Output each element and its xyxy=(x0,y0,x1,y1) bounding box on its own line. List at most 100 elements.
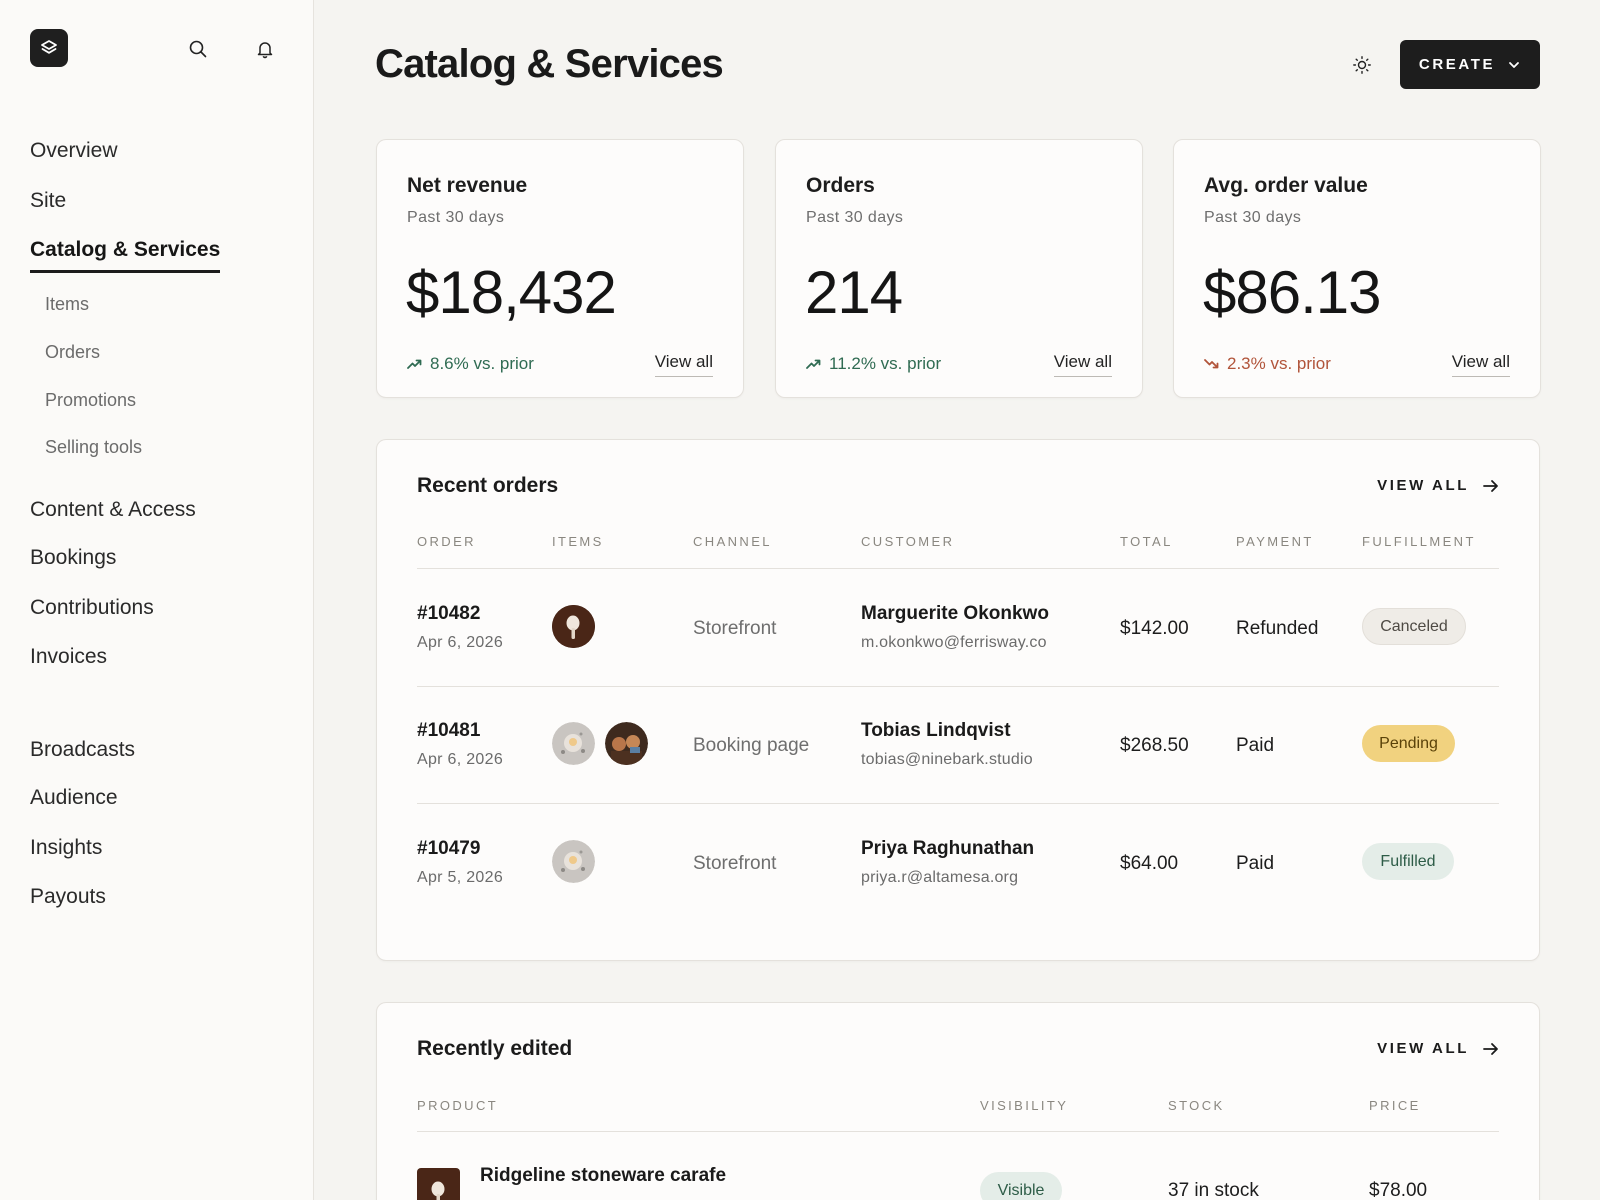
payment-status: Paid xyxy=(1236,735,1275,756)
bell-icon[interactable] xyxy=(254,38,276,60)
create-button[interactable]: CREATE xyxy=(1400,40,1540,89)
customer-name: Tobias Lindqvist xyxy=(861,720,1011,741)
sidebar-item-content-access[interactable]: Content & Access xyxy=(30,498,196,521)
stat-period: Past 30 days xyxy=(407,209,505,226)
arrow-right-icon xyxy=(1483,479,1498,492)
stat-title: Orders xyxy=(806,174,875,197)
view-all-link[interactable]: View all xyxy=(1053,352,1112,377)
column-header-items: ITEMS xyxy=(552,534,604,549)
customer-name: Marguerite Okonkwo xyxy=(861,603,1049,624)
view-all-label: VIEW ALL xyxy=(1377,1040,1469,1057)
column-header-product: PRODUCT xyxy=(417,1098,499,1113)
view-all-link[interactable]: View all xyxy=(654,352,713,377)
search-icon[interactable] xyxy=(187,38,209,60)
panel-title: Recently edited xyxy=(417,1037,573,1060)
recently-edited-panel: Recently edited VIEW ALL PRODUCT VISIBIL… xyxy=(376,1002,1540,1200)
order-total: $142.00 xyxy=(1120,618,1189,639)
status-badge: Fulfilled xyxy=(1362,843,1454,880)
stat-value: $86.13 xyxy=(1203,259,1382,326)
column-header-price: PRICE xyxy=(1369,1098,1421,1113)
column-header-payment: PAYMENT xyxy=(1236,534,1314,549)
channel: Booking page xyxy=(693,735,810,756)
column-header-visibility: VISIBILITY xyxy=(980,1098,1069,1113)
row-divider xyxy=(417,803,1499,804)
panel-title: Recent orders xyxy=(417,474,559,497)
column-header-total: TOTAL xyxy=(1120,534,1173,549)
stat-trend-label: 8.6% vs. prior xyxy=(430,354,534,373)
item-thumbnail xyxy=(552,840,595,883)
stat-card-net-revenue: Net revenue Past 30 days $18,432 8.6% vs… xyxy=(376,139,744,398)
visibility-badge: Visible xyxy=(980,1172,1062,1200)
view-all-button[interactable]: VIEW ALL xyxy=(1377,477,1499,494)
page-title: Catalog & Services xyxy=(375,42,724,86)
sidebar-subitem-items[interactable]: Items xyxy=(45,294,90,314)
stat-period: Past 30 days xyxy=(1204,209,1302,226)
column-header-stock: STOCK xyxy=(1168,1098,1225,1113)
order-date: Apr 5, 2026 xyxy=(417,869,504,886)
column-header-channel: CHANNEL xyxy=(693,534,772,549)
column-header-order: ORDER xyxy=(417,534,476,549)
customer-name: Priya Raghunathan xyxy=(861,838,1035,859)
order-number[interactable]: #10482 xyxy=(417,603,481,624)
status-badge: Pending xyxy=(1362,725,1455,762)
stock-count: 37 in stock xyxy=(1168,1180,1259,1200)
sidebar-item-bookings[interactable]: Bookings xyxy=(30,546,117,569)
order-number[interactable]: #10479 xyxy=(417,838,481,859)
stat-title: Avg. order value xyxy=(1204,174,1368,197)
customer-email: priya.r@altamesa.org xyxy=(861,869,1019,886)
sidebar-subitem-orders[interactable]: Orders xyxy=(45,342,101,362)
sidebar: Overview Site Catalog & Services Items O… xyxy=(0,0,314,1200)
stat-trend: 8.6% vs. prior xyxy=(407,354,534,374)
stat-trend: 11.2% vs. prior xyxy=(806,354,941,374)
row-divider xyxy=(417,686,1499,687)
sidebar-item-contributions[interactable]: Contributions xyxy=(30,596,154,619)
sidebar-item-audience[interactable]: Audience xyxy=(30,786,118,809)
header-divider xyxy=(417,1131,1499,1132)
product-thumbnail xyxy=(417,1168,460,1200)
column-header-fulfillment: FULFILLMENT xyxy=(1362,534,1476,549)
order-date: Apr 6, 2026 xyxy=(417,751,504,768)
chevron-down-icon xyxy=(1509,61,1519,68)
customer-email: tobias@ninebark.studio xyxy=(861,751,1033,768)
item-thumbnail xyxy=(552,605,595,648)
product-name[interactable]: Ridgeline stoneware carafe xyxy=(480,1165,727,1186)
create-button-label: CREATE xyxy=(1418,56,1496,73)
stat-trend-label: 2.3% vs. prior xyxy=(1227,354,1331,373)
channel: Storefront xyxy=(693,853,777,874)
view-all-link[interactable]: View all xyxy=(1451,352,1510,377)
sidebar-item-invoices[interactable]: Invoices xyxy=(30,645,108,668)
stat-value: 214 xyxy=(805,259,903,326)
app-logo[interactable] xyxy=(30,29,68,67)
stat-card-orders: Orders Past 30 days 214 11.2% vs. prior … xyxy=(775,139,1143,398)
sidebar-subitem-promotions[interactable]: Promotions xyxy=(45,390,137,410)
payment-status: Paid xyxy=(1236,853,1275,874)
payment-status: Refunded xyxy=(1236,618,1319,639)
sidebar-item-payouts[interactable]: Payouts xyxy=(30,885,106,908)
trend-down-icon xyxy=(1204,359,1219,369)
view-all-button[interactable]: VIEW ALL xyxy=(1377,1040,1499,1057)
channel: Storefront xyxy=(693,618,777,639)
order-number[interactable]: #10481 xyxy=(417,720,481,741)
sidebar-item-overview[interactable]: Overview xyxy=(30,139,118,162)
sidebar-item-broadcasts[interactable]: Broadcasts xyxy=(30,738,136,761)
stat-trend: 2.3% vs. prior xyxy=(1204,354,1331,374)
sidebar-item-site[interactable]: Site xyxy=(30,189,67,212)
customer-email: m.okonkwo@ferrisway.co xyxy=(861,634,1047,651)
header-divider xyxy=(417,568,1499,569)
layers-icon xyxy=(41,40,57,54)
trend-up-icon xyxy=(407,359,422,369)
column-header-customer: CUSTOMER xyxy=(861,534,955,549)
stat-card-avg-order-value: Avg. order value Past 30 days $86.13 2.3… xyxy=(1173,139,1541,398)
sidebar-item-insights[interactable]: Insights xyxy=(30,836,103,859)
order-total: $268.50 xyxy=(1120,735,1189,756)
item-thumbnail xyxy=(605,722,648,765)
sun-icon[interactable] xyxy=(1350,53,1374,77)
stat-trend-label: 11.2% vs. prior xyxy=(829,354,942,373)
recent-orders-panel: Recent orders VIEW ALL ORDER ITEMS CHANN… xyxy=(376,439,1540,961)
order-date: Apr 6, 2026 xyxy=(417,634,504,651)
sidebar-subitem-selling-tools[interactable]: Selling tools xyxy=(45,437,143,457)
stat-value: $18,432 xyxy=(406,259,617,326)
order-total: $64.00 xyxy=(1120,853,1179,874)
product-price: $78.00 xyxy=(1369,1180,1428,1200)
sidebar-item-catalog-services[interactable]: Catalog & Services xyxy=(30,238,221,273)
